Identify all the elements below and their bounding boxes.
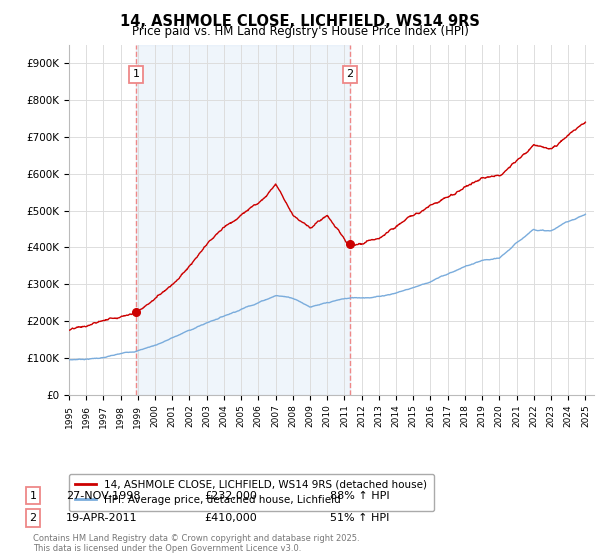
Text: 1: 1 [133,69,140,80]
Text: 1: 1 [29,491,37,501]
Text: Contains HM Land Registry data © Crown copyright and database right 2025.
This d: Contains HM Land Registry data © Crown c… [33,534,359,553]
Text: 14, ASHMOLE CLOSE, LICHFIELD, WS14 9RS: 14, ASHMOLE CLOSE, LICHFIELD, WS14 9RS [120,14,480,29]
Text: £232,000: £232,000 [204,491,257,501]
Text: Price paid vs. HM Land Registry's House Price Index (HPI): Price paid vs. HM Land Registry's House … [131,25,469,38]
Text: 2: 2 [347,69,353,80]
Text: 2: 2 [29,513,37,523]
Text: 51% ↑ HPI: 51% ↑ HPI [330,513,389,523]
Text: 27-NOV-1998: 27-NOV-1998 [66,491,140,501]
Text: £410,000: £410,000 [204,513,257,523]
Bar [136,45,350,395]
Text: 19-APR-2011: 19-APR-2011 [66,513,137,523]
Legend: 14, ASHMOLE CLOSE, LICHFIELD, WS14 9RS (detached house), HPI: Average price, det: 14, ASHMOLE CLOSE, LICHFIELD, WS14 9RS (… [69,474,434,511]
Text: 88% ↑ HPI: 88% ↑ HPI [330,491,389,501]
